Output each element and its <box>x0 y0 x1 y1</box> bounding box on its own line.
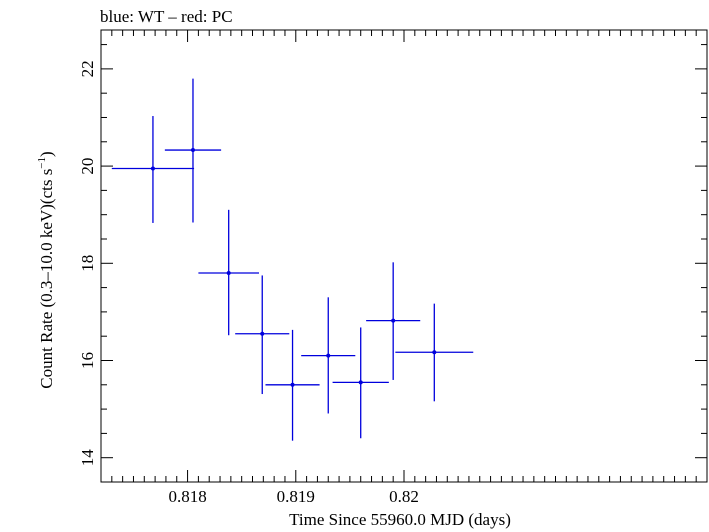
data-point <box>301 297 356 414</box>
data-point <box>366 262 421 380</box>
x-axis-label: Time Since 55960.0 MJD (days) <box>289 510 511 529</box>
x-tick-label: 0.818 <box>168 487 206 506</box>
point-marker <box>432 350 437 355</box>
data-point <box>395 303 474 402</box>
y-tick-label: 18 <box>78 255 97 272</box>
y-tick-label: 22 <box>78 60 97 77</box>
y-axis-label-main: Count Rate (0.3–10.0 keV)(cts s <box>37 169 56 389</box>
y-tick-label: 14 <box>78 449 97 467</box>
y-axis-label: Count Rate (0.3–10.0 keV)(cts s−1) <box>36 151 56 388</box>
point-marker <box>391 318 396 323</box>
point-marker <box>150 166 155 171</box>
plot-frame <box>100 29 708 483</box>
y-tick-label: 20 <box>78 158 97 175</box>
point-marker <box>326 353 331 358</box>
point-marker <box>358 380 363 385</box>
y-axis-ticks: 14 16 18 20 22 <box>78 44 707 483</box>
data-point <box>235 275 290 395</box>
x-tick-label: 0.82 <box>389 487 419 506</box>
x-axis-ticks: 0.818 0.819 0.82 <box>100 30 708 506</box>
data-point <box>198 209 259 336</box>
point-marker <box>290 382 295 387</box>
chart-title: blue: WT – red: PC <box>100 7 233 26</box>
y-axis-label-superscript: −1 <box>36 157 48 169</box>
data-point <box>111 116 195 223</box>
point-marker <box>226 271 231 276</box>
plot-border <box>100 29 708 483</box>
y-tick-label: 16 <box>78 352 97 369</box>
data-points <box>111 78 474 441</box>
point-marker <box>260 331 265 336</box>
y-axis-label-close: ) <box>37 151 56 157</box>
data-point <box>332 327 389 439</box>
data-point <box>164 78 222 223</box>
data-point <box>265 329 320 441</box>
x-tick-label: 0.819 <box>277 487 315 506</box>
point-marker <box>190 148 195 153</box>
